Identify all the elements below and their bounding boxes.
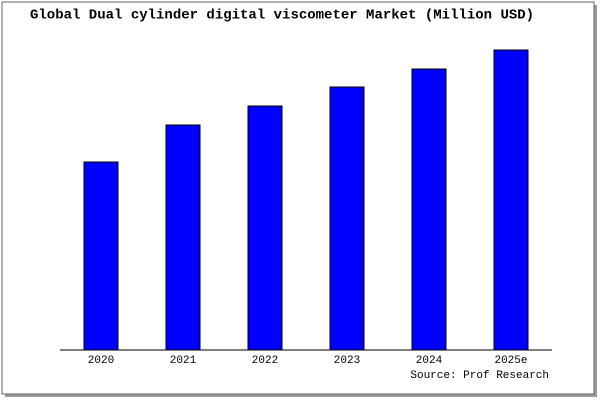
bar bbox=[411, 68, 447, 351]
bar bbox=[165, 124, 201, 351]
x-tick-label: 2024 bbox=[416, 355, 443, 367]
x-tick-label: 2023 bbox=[334, 355, 360, 367]
source: Source: Prof Research bbox=[410, 370, 549, 382]
x-tick-label: 2020 bbox=[88, 355, 114, 367]
bar bbox=[493, 49, 529, 351]
bar bbox=[329, 86, 365, 351]
bar bbox=[247, 105, 283, 351]
x-tick-label: 2025e bbox=[494, 355, 527, 367]
x-tick-label: 2022 bbox=[252, 355, 278, 367]
x-tick-label: 2021 bbox=[170, 355, 197, 367]
chart-title: Global Dual cylinder digital viscometer … bbox=[30, 8, 534, 24]
bar bbox=[83, 161, 119, 351]
